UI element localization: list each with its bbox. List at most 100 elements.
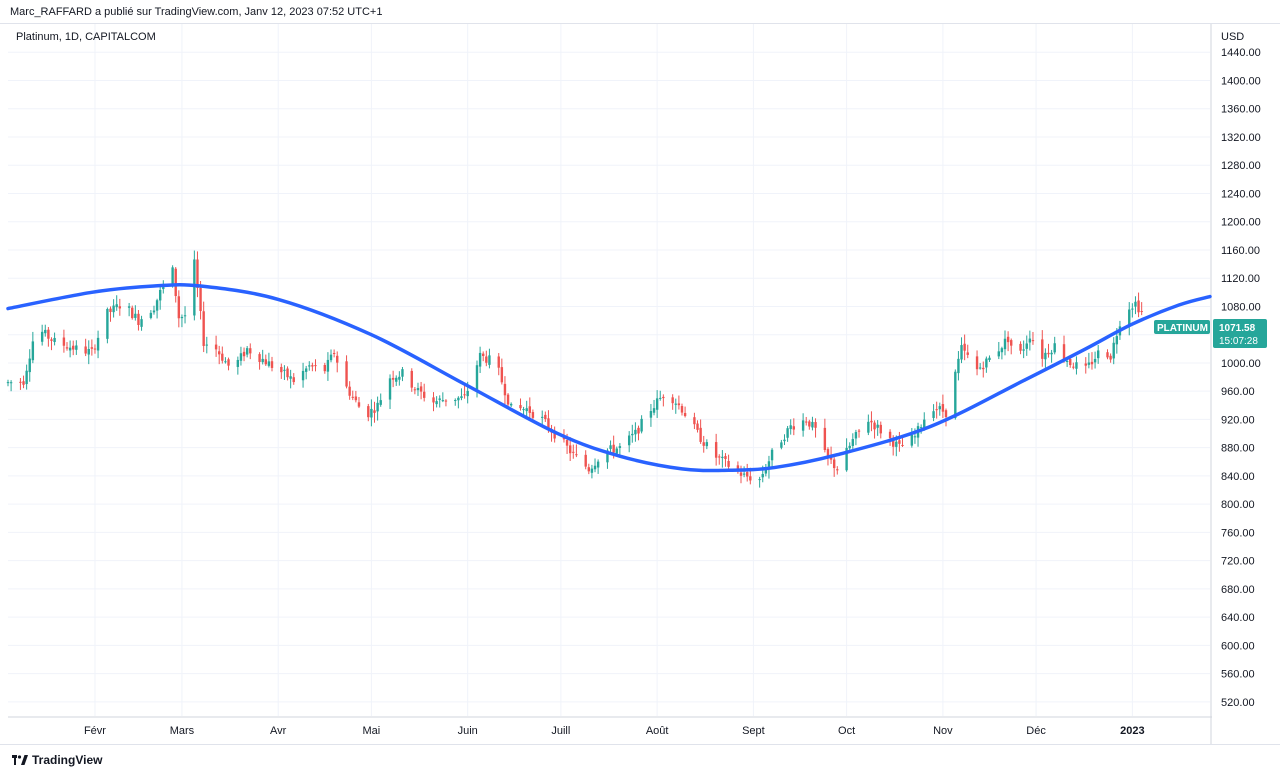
candle-body [1047,352,1050,355]
candle-body [239,353,243,361]
candle-body [699,427,702,442]
candle-body [311,365,314,367]
candle-body [109,308,112,312]
candle-body [531,412,535,418]
y-tick-label: 640.00 [1221,612,1255,624]
candle-body [1003,338,1007,350]
candle-body [721,456,724,459]
candle-body [702,442,705,446]
footer-brand[interactable]: TradingView [32,752,103,767]
candle-body [261,358,264,363]
y-tick-label: 1120.00 [1221,273,1260,285]
candle-body [891,438,895,447]
price-chart[interactable]: 1440.00 1400.00 1360.00 1320.00 1280.00 1240.… [0,0,1280,744]
candle-body [202,311,205,346]
candle-body [379,400,382,405]
candle-body [888,431,892,439]
candle-body [1025,343,1028,349]
candle-body [705,442,709,447]
candle-body [224,361,227,363]
candle-body [267,361,271,366]
candle-body [53,337,56,342]
candle-body [1065,360,1069,362]
candle-body [221,353,224,361]
candle-body [637,427,640,434]
candle-body [627,435,631,446]
candle-body [25,370,28,385]
candle-body [370,408,373,418]
cycle-curve [6,282,1212,473]
candle-body [72,345,75,350]
candle-body [634,429,637,435]
last-price-tag-background [1213,319,1267,348]
candle-body [44,329,47,334]
tradingview-logo-icon[interactable] [12,754,28,765]
candle-body [354,396,358,401]
candle-body [236,359,240,367]
candle-body [391,377,395,380]
candle-body [367,406,370,418]
publish-header: Marc_RAFFARD a publié sur TradingView.co… [0,0,1280,24]
candle-body [500,367,504,383]
candle-body [47,329,50,339]
candle-body [997,351,1000,357]
candle-body [1028,338,1032,343]
candle-body [90,347,94,349]
candle-body [609,445,612,449]
candle-body [1115,336,1119,345]
footer: TradingView [0,744,1280,774]
y-tick-label: 600.00 [1221,640,1255,652]
candle-body [137,313,140,325]
candle-body [836,469,839,471]
candle-body [541,416,544,418]
candle-body [422,391,426,398]
candle-body [432,397,435,403]
candle-body [898,440,901,444]
candle-body [553,430,556,439]
x-tick-label: Févr [84,725,106,737]
candle-body [851,439,855,446]
time-axis[interactable]: Févr Mars Avr Mai Juin Juill Août Sept Oct Nov Déc… [84,725,1145,737]
candle-body [764,469,768,474]
candle-body [963,343,966,351]
candle-body [873,422,876,430]
candle-body [596,461,600,468]
candle-body [724,456,727,459]
candle-body [780,442,783,448]
candle-body [565,440,569,446]
candle-body [649,411,653,418]
candle-body [106,308,109,339]
candle-body [348,386,351,396]
candle-body [1000,348,1004,353]
candle-body [960,345,963,360]
candle-body [249,348,252,354]
candle-body [587,467,591,472]
candle-body [9,382,13,384]
candle-body [674,403,677,405]
candle-body [196,259,199,288]
x-tick-label: Mai [363,725,381,737]
y-tick-label: 880.00 [1221,443,1255,455]
candle-body [680,406,684,413]
symbol-tag-background [1154,320,1210,334]
candle-body [615,448,618,454]
candle-body [1096,350,1100,359]
candle-body [652,408,656,413]
candle-body [304,368,308,372]
candle-body [901,444,904,446]
publish-text: Marc_RAFFARD a publié sur TradingView.co… [10,6,383,18]
candle-body [454,400,457,402]
candle-body [808,421,811,427]
y-tick-label: 760.00 [1221,527,1255,539]
candle-body [792,426,796,430]
candle-body [127,306,131,308]
price-axis[interactable]: 1440.00 1400.00 1360.00 1320.00 1280.00 1240.… [1221,47,1261,709]
candle-body [655,398,659,410]
last-price-value: 1071.58 [1219,323,1256,334]
candle-body [718,456,721,458]
candle-body [1131,308,1134,310]
candle-body [826,449,830,457]
candle-body [131,307,134,319]
candle-body [954,371,957,419]
x-tick-label: Oct [838,725,855,737]
